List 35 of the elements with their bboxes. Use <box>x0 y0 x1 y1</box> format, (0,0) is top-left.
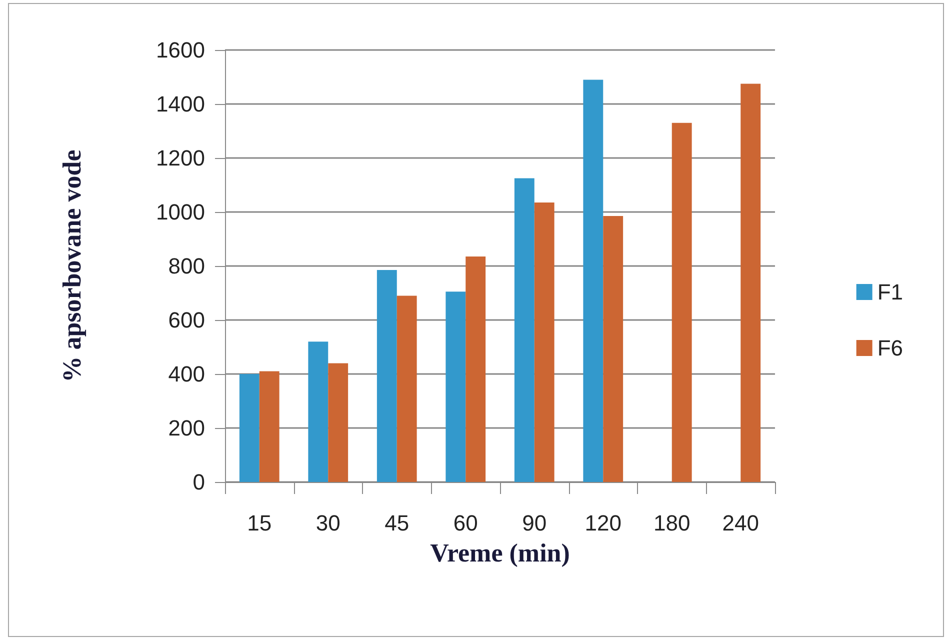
x-tick-label: 45 <box>384 510 410 536</box>
y-tick-label: 800 <box>168 254 205 278</box>
bar <box>672 122 692 482</box>
bar <box>308 342 328 482</box>
y-tick-label: 0 <box>192 470 205 494</box>
y-tick-label: 200 <box>168 416 205 440</box>
legend-label: F6 <box>877 336 904 360</box>
bar <box>534 202 554 482</box>
bar <box>376 270 397 482</box>
bar <box>603 216 624 482</box>
x-tick-label: 180 <box>654 510 690 536</box>
bar <box>466 256 486 482</box>
bar <box>740 84 761 482</box>
y-tick-label: 1400 <box>156 92 205 116</box>
x-tick-label: 15 <box>247 510 272 536</box>
x-tick-label: 240 <box>722 510 759 536</box>
bar <box>259 371 280 482</box>
x-tick-label: 30 <box>316 510 340 536</box>
bar <box>446 292 466 482</box>
bar <box>239 374 260 482</box>
bar <box>328 363 348 482</box>
x-tick-label: 120 <box>584 510 622 536</box>
y-tick-label: 1200 <box>156 146 205 170</box>
x-tick-label: 60 <box>453 510 478 536</box>
bar <box>514 178 534 482</box>
x-tick-label: 90 <box>522 510 547 536</box>
x-axis-title: Vreme (min) <box>430 538 570 568</box>
bar <box>583 80 604 482</box>
y-tick-label: 400 <box>168 362 205 386</box>
y-tick-label: 1000 <box>156 200 205 224</box>
y-tick-label: 1600 <box>156 38 205 62</box>
legend-label: F1 <box>877 280 904 304</box>
y-axis-title: % apsorbovane vode <box>58 150 86 382</box>
y-tick-label: 600 <box>168 308 205 332</box>
bar <box>396 296 417 482</box>
